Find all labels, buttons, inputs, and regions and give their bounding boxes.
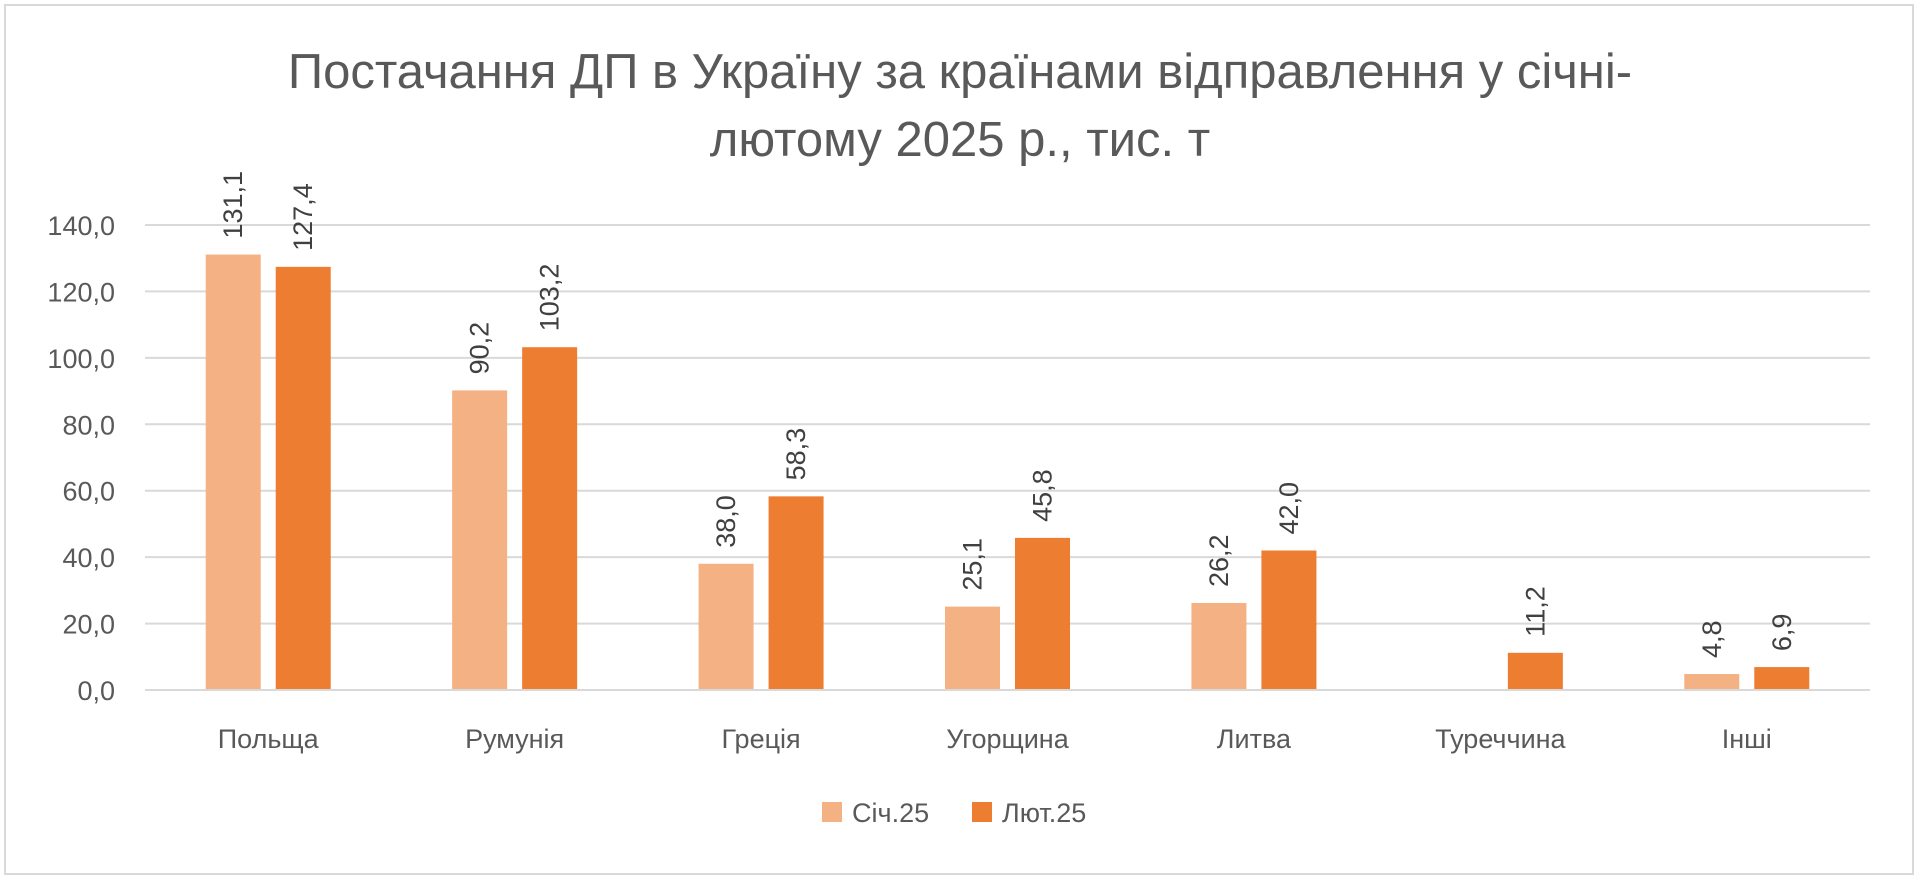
x-tick-label: Греція xyxy=(721,724,800,754)
data-label: 25,1 xyxy=(958,538,988,591)
gridlines xyxy=(145,224,1870,691)
y-tick-label: 20,0 xyxy=(62,610,115,640)
x-tick-label: Литва xyxy=(1217,724,1292,754)
data-label: 38,0 xyxy=(711,495,741,548)
data-label: 11,2 xyxy=(1520,586,1550,637)
bar xyxy=(1191,602,1247,690)
legend-swatch xyxy=(822,802,842,822)
y-tick-label: 80,0 xyxy=(62,410,115,440)
chart-title-line-1: Постачання ДП в Україну за країнами відп… xyxy=(287,45,1633,99)
chart-title: Постачання ДП в Україну за країнами відп… xyxy=(200,38,1720,174)
y-tick-label: 40,0 xyxy=(62,543,115,573)
y-tick-label: 60,0 xyxy=(62,477,115,507)
x-axis: Польща Румунія Греція Угорщина Литва Туреччин… xyxy=(145,689,1870,754)
y-tick-label: 120,0 xyxy=(47,277,115,307)
data-label: 45,8 xyxy=(1028,469,1058,522)
data-label: 42,0 xyxy=(1274,482,1304,535)
bar xyxy=(275,266,331,690)
data-label: 4,8 xyxy=(1697,621,1727,659)
x-tick-label: Туреччина xyxy=(1435,724,1566,754)
y-axis: 0,0 20,0 40,0 60,0 80,0 100,0 120,0 140,0 xyxy=(47,211,115,706)
data-labels: 131,1 127,4 90,2 103,2 38,0 58,3 25,1 45,8 26,2 4… xyxy=(218,171,1797,658)
legend: Січ.25 Лют.25 xyxy=(822,798,1086,828)
bar xyxy=(1754,667,1810,690)
bar xyxy=(698,563,754,690)
bar xyxy=(1684,674,1740,690)
legend-label: Січ.25 xyxy=(852,798,929,828)
chart-title-line-2: лютому 2025 р., тис. т xyxy=(709,113,1211,167)
bar xyxy=(205,254,261,690)
data-label: 6,9 xyxy=(1767,614,1797,652)
data-label: 26,2 xyxy=(1204,534,1234,587)
y-tick-label: 0,0 xyxy=(77,676,115,706)
bar xyxy=(945,606,1000,690)
bar xyxy=(1261,550,1317,690)
bar xyxy=(452,390,508,690)
data-label: 90,2 xyxy=(465,322,495,375)
data-label: 131,1 xyxy=(218,171,248,239)
bar xyxy=(1015,537,1070,690)
y-tick-label: 100,0 xyxy=(47,344,115,374)
legend-swatch xyxy=(972,802,992,822)
bar xyxy=(522,347,578,690)
x-tick-label: Румунія xyxy=(465,724,564,754)
data-label: 103,2 xyxy=(535,264,565,332)
x-tick-label: Польща xyxy=(218,724,320,754)
x-tick-label: Інші xyxy=(1722,724,1772,754)
bar xyxy=(1507,652,1563,690)
bars xyxy=(205,254,1810,690)
data-label: 127,4 xyxy=(288,183,318,251)
y-tick-label: 140,0 xyxy=(47,211,115,241)
legend-label: Лют.25 xyxy=(1002,798,1086,828)
data-label: 58,3 xyxy=(781,428,811,481)
x-tick-label: Угорщина xyxy=(946,724,1069,754)
bar xyxy=(768,496,824,690)
